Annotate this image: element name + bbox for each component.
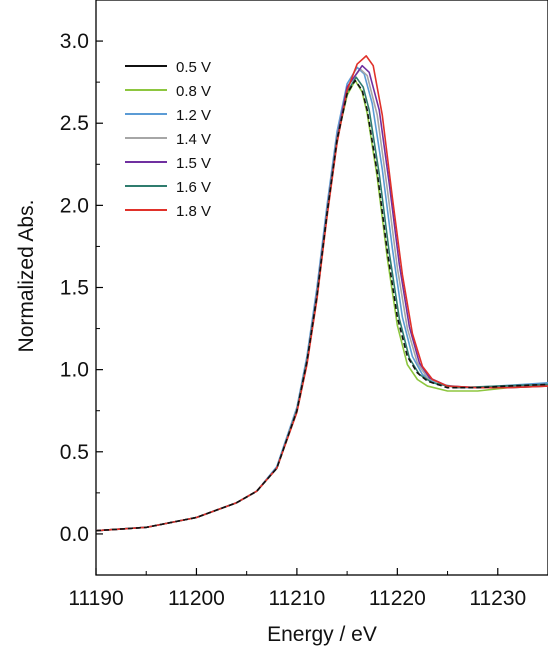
series-line-1-8-v [95,55,548,532]
series-line-0-8-v [95,79,548,532]
legend-label: 1.2 V [176,107,211,124]
y-tick-label: 3.0 [60,30,89,53]
legend-label: 1.8 V [176,203,211,220]
legend: 0.5 V 0.8 V 1.2 V 1.4 V 1.5 V 1.6 V 1.8 V [125,59,211,220]
y-tick-label: 0.5 [60,441,89,464]
y-tick-label: 2.0 [60,194,89,217]
series-layer [95,55,548,532]
x-axis-title: Energy / eV [267,623,377,646]
plot-frame [95,0,548,576]
y-tick-label: 1.5 [60,277,89,300]
series-line-1-2-v [95,66,548,532]
x-tick-label: 11230 [469,587,526,610]
legend-label: 1.4 V [176,131,211,148]
y-axis: 0.0 0.5 1.0 1.5 2.0 2.5 3.0 [60,30,103,546]
y-tick-label: 0.0 [60,523,89,546]
legend-label: 0.5 V [176,59,211,76]
series-line-0-5-v [95,79,548,532]
x-tick-label: 11200 [168,587,225,610]
series-line-1-5-v [95,64,548,532]
x-axis: 11190 11200 11210 11220 11230 [68,568,526,610]
x-tick-label: 11220 [369,587,426,610]
legend-label: 1.6 V [176,179,211,196]
legend-label: 0.8 V [176,83,211,100]
x-tick-label: 11190 [68,587,123,610]
y-tick-label: 2.5 [60,112,89,135]
x-tick-label: 11210 [268,587,325,610]
series-line-1-6-v [95,76,548,532]
y-axis-title: Normalized Abs. [15,200,38,353]
y-tick-label: 1.0 [60,359,89,382]
legend-label: 1.5 V [176,155,211,172]
